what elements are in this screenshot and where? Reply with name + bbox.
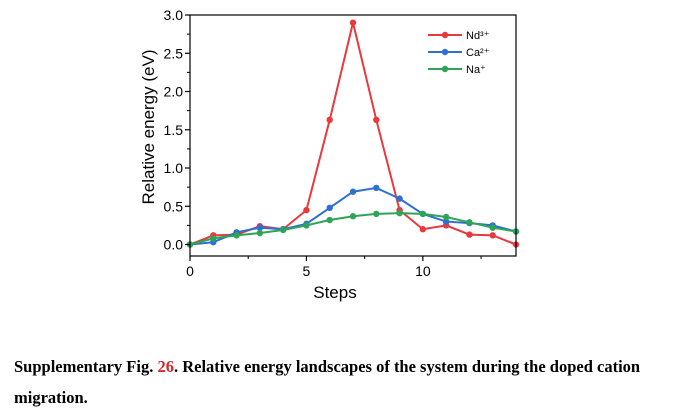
- data-point: [396, 195, 403, 202]
- data-point: [419, 210, 427, 218]
- tick-labels: 0.0 0.5 1.0 1.5 2.0 2.5 3.0 0 5 10: [164, 7, 431, 279]
- data-point: [466, 219, 473, 226]
- series-2: [186, 209, 520, 248]
- caption-text: . Relative energy landscapes of the syst…: [14, 357, 641, 407]
- x-tick-label: 0: [186, 263, 194, 279]
- legend-entry: Na⁺: [428, 64, 486, 76]
- data-point: [349, 213, 357, 220]
- data-point: [396, 209, 403, 217]
- figure-caption: Supplementary Fig. 26. Relative energy l…: [14, 351, 674, 413]
- data-point: [442, 213, 450, 221]
- data-point: [373, 116, 380, 124]
- y-tick-label: 3.0: [164, 7, 184, 23]
- data-point: [489, 224, 496, 231]
- data-point: [349, 188, 357, 195]
- y-tick-label: 2.0: [164, 84, 184, 100]
- data-point: [326, 216, 333, 224]
- x-tick-label: 5: [303, 263, 311, 279]
- y-tick-label: 1.5: [164, 122, 184, 138]
- y-tick-label: 0.5: [164, 198, 184, 214]
- data-point: [256, 229, 264, 237]
- data-point: [489, 232, 496, 239]
- legend-entry: Ca²⁺: [428, 47, 490, 59]
- y-tick-label: 1.0: [164, 160, 184, 176]
- data-point: [373, 210, 380, 218]
- axes: [185, 14, 517, 261]
- legend-entry: Nd³⁺: [428, 30, 490, 42]
- data-point: [303, 206, 310, 214]
- data-point: [256, 224, 264, 231]
- plot-area: [186, 19, 520, 248]
- x-tick-label: 10: [415, 263, 431, 279]
- data-point: [210, 235, 217, 242]
- data-point: [442, 218, 450, 225]
- data-point: [233, 232, 240, 239]
- data-point: [349, 19, 357, 26]
- caption-prefix: Supplementary Fig.: [14, 357, 158, 376]
- data-point: [419, 226, 427, 233]
- caption-figure-number: 26: [157, 357, 174, 376]
- data-point: [279, 226, 287, 234]
- y-axis-title: Relative energy (eV): [139, 50, 158, 205]
- legend-label: Na⁺: [466, 64, 486, 76]
- y-tick-label: 0.0: [164, 237, 184, 253]
- legend-swatch-marker: [441, 31, 449, 39]
- data-point: [303, 222, 310, 229]
- legend: Nd³⁺ Ca²⁺ Na⁺: [428, 30, 490, 76]
- y-tick-label: 2.5: [164, 45, 184, 61]
- legend-swatch-marker: [441, 48, 449, 56]
- legend-label: Ca²⁺: [466, 47, 490, 59]
- data-point: [466, 231, 473, 238]
- data-point: [326, 116, 333, 124]
- plot-frame: [189, 14, 517, 257]
- data-point: [373, 184, 380, 192]
- data-point: [326, 204, 333, 211]
- x-axis-title: Steps: [313, 283, 356, 302]
- legend-label: Nd³⁺: [466, 30, 490, 42]
- energy-chart: 0.0 0.5 1.0 1.5 2.0 2.5 3.0 0 5 10 Steps Relative…: [139, 7, 520, 302]
- legend-swatch-marker: [441, 65, 449, 73]
